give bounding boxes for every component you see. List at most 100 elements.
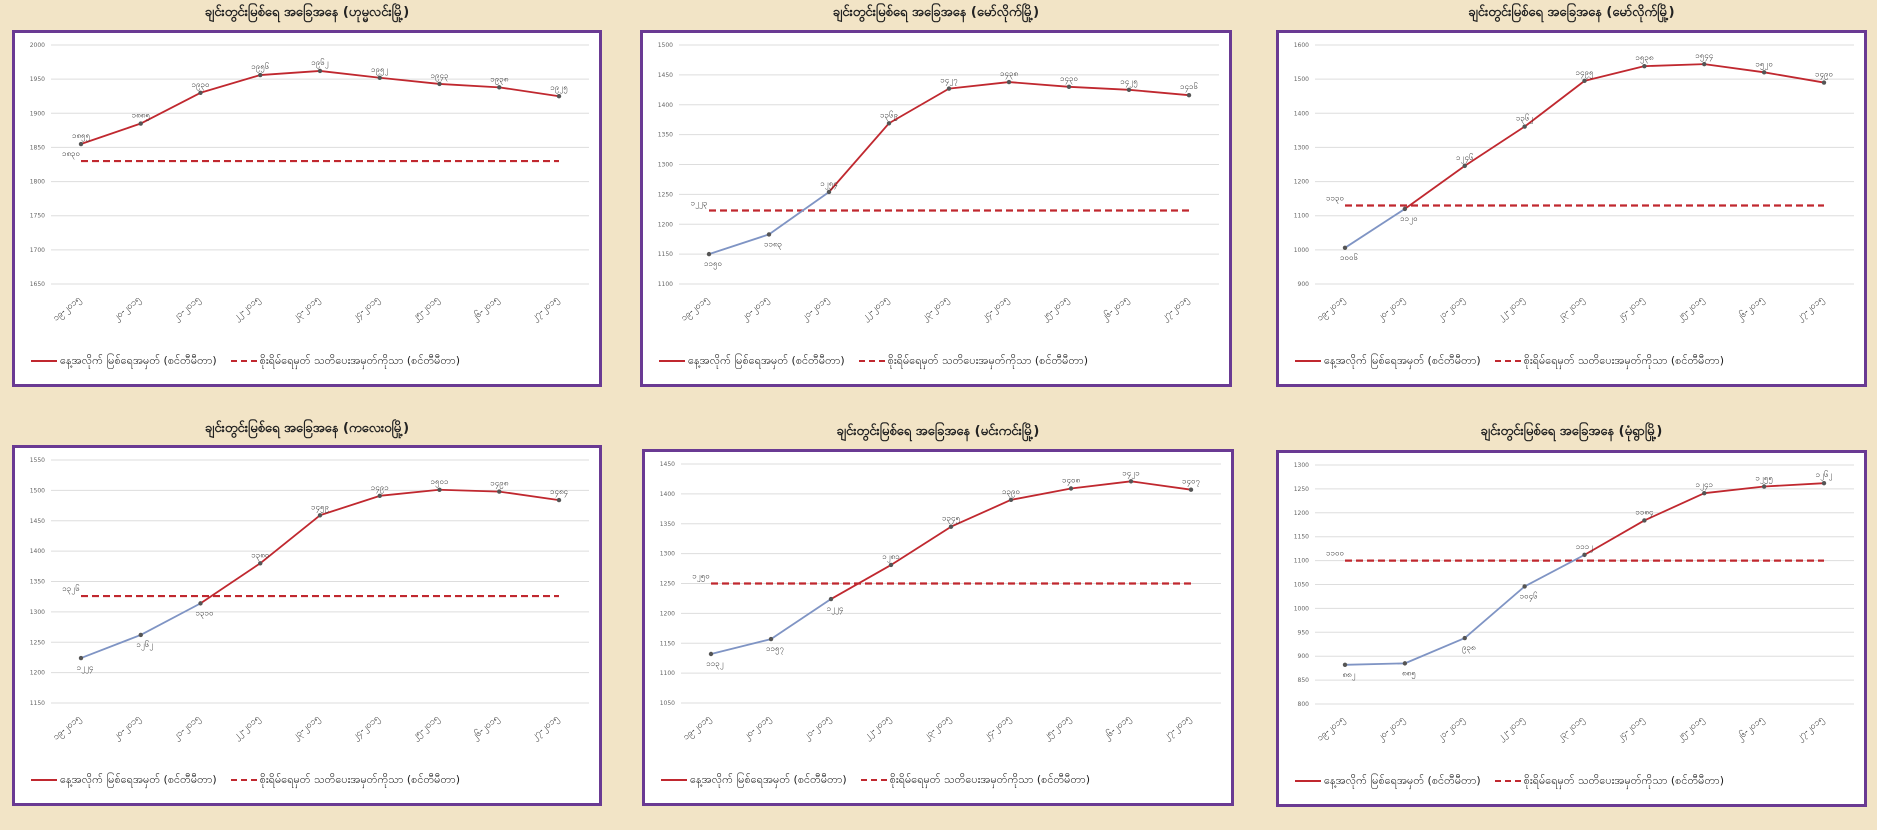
- x-tick-label: ၂၅-၂၀၁၅: [1675, 715, 1707, 744]
- series-line-segment: [439, 488, 500, 493]
- x-tick-label: ၂၃-၂၀၁၅: [291, 714, 323, 743]
- data-point: [1066, 84, 1072, 90]
- series-line-segment: [1764, 482, 1825, 488]
- x-tick-label: ၂၄-၂၀၁၅: [350, 295, 382, 324]
- data-point: [556, 94, 562, 99]
- x-tick-label: ၂၄-၂၀၁၅: [982, 714, 1014, 743]
- data-point: [1702, 61, 1707, 67]
- chart-panel: 1650 1700 1750 1800 1850 1900 1950 2000 ၁၉-၂၀၁၅ ၂…: [12, 30, 602, 387]
- x-tick-label: ၂၂-၂၀၁၅: [860, 295, 891, 324]
- y-tick-label: 1150: [658, 251, 673, 258]
- dashed-line-swatch: [1494, 780, 1521, 782]
- x-tick-label: ၁၉-၂၀၁၅: [51, 295, 83, 325]
- data-point: [1522, 584, 1527, 589]
- chart-panel: 800 850 900 950 1000 1050 1100 1150 1200 1250 1300…: [1276, 450, 1867, 807]
- y-tick-label: 1400: [1294, 110, 1309, 117]
- x-tick-label: ၂၂-၂၀၁၅: [862, 714, 893, 743]
- y-tick-label: 1400: [658, 102, 673, 109]
- data-point: [1402, 661, 1408, 666]
- x-tick-label: ၂၇-၂၀၁၅: [1795, 715, 1827, 744]
- solid-line-swatch: [1295, 360, 1321, 362]
- data-label: ၁၄၅၉: [311, 502, 329, 513]
- y-tick-label: 1750: [30, 213, 45, 220]
- legend-label-series: နေ့အလိုက် မြစ်ရေအမှတ် (စင်တီမီတာ): [690, 773, 847, 786]
- data-point: [317, 513, 323, 518]
- x-tick-label: ၂၃-၂၀၁၅: [922, 714, 954, 743]
- y-tick-label: 1400: [660, 491, 675, 498]
- legend-label-series: နေ့အလိုက် မြစ်ရေအမှတ် (စင်တီမီတာ): [60, 354, 217, 367]
- chart-panel: 900 1000 1100 1200 1300 1400 1500 1600 ၁၉-၂၀၁၅ ၂၀…: [1276, 30, 1867, 387]
- data-label: ၁၂၆၂: [136, 639, 153, 651]
- danger-level-label: ၁၂၅၀: [692, 572, 709, 583]
- series-line-segment: [1644, 63, 1705, 68]
- chart-title: ချင်းတွင်းမြစ်ရေ အခြေအနေ (မော်လိုက်မြို့…: [1468, 5, 1675, 20]
- series-line-segment: [199, 562, 261, 605]
- danger-level-label: ၁၁၃၀: [1326, 193, 1344, 204]
- data-point: [1188, 487, 1194, 492]
- series-line-segment: [439, 83, 500, 89]
- y-tick-label: 1350: [658, 132, 673, 139]
- data-label: ၁၁၈၄: [1635, 507, 1653, 518]
- legend-item-danger: စိုးရိမ်ရေမှတ် သတိပေးအမှတ်ကိုသာ (စင်တီမီ…: [858, 354, 1088, 370]
- x-tick-label: ၂၃-၂၀၁၅: [1555, 295, 1587, 324]
- danger-level-label: ၁၈၃၀: [62, 149, 80, 160]
- data-label: ၁၄၉၁: [371, 483, 389, 494]
- dashed-line-swatch: [860, 779, 887, 781]
- data-label: ၁၄၃၈: [1000, 69, 1018, 80]
- line-chart: 1100 1150 1200 1250 1300 1350 1400 1450 1500 ၁၉-၂…: [658, 42, 1219, 325]
- legend-item-series: နေ့အလိုက် မြစ်ရေအမှတ် (စင်တီမီတာ): [31, 354, 217, 370]
- x-tick-label: ၂၃-၂၀၁၅: [1555, 715, 1587, 744]
- y-tick-label: 1050: [660, 700, 675, 707]
- y-tick-label: 1350: [660, 521, 675, 528]
- solid-line-swatch: [661, 779, 687, 781]
- chart-panel: 1100 1150 1200 1250 1300 1350 1400 1450 1500 ၁၉-၂…: [640, 30, 1232, 387]
- data-label: ၁၃၆၉: [880, 109, 898, 121]
- data-point: [377, 493, 382, 499]
- series-line-segment: [1070, 480, 1132, 490]
- solid-line-swatch: [31, 360, 57, 362]
- series-line-segment: [1464, 125, 1526, 167]
- y-tick-label: 1400: [30, 548, 45, 555]
- y-tick-label: 1300: [658, 162, 673, 169]
- data-point: [1462, 163, 1467, 169]
- series-line-segment: [140, 602, 201, 636]
- data-label: ၁၉၂၅: [550, 83, 567, 94]
- x-tick-label: ၁၉-၂၀၁၅: [679, 295, 711, 325]
- x-tick-label: ၂၃-၂၀၁၅: [291, 295, 323, 324]
- y-tick-label: 1650: [30, 281, 45, 288]
- data-point: [708, 651, 714, 657]
- data-label: ၁၄၂၁: [1122, 468, 1139, 479]
- data-point: [766, 232, 772, 237]
- series-line-segment: [1704, 63, 1765, 74]
- y-tick-label: 1200: [1294, 179, 1309, 186]
- data-point: [1522, 124, 1527, 129]
- x-tick-label: ၁၉-၂၀၁၅: [51, 714, 83, 744]
- series-line-segment: [768, 191, 830, 236]
- y-tick-label: 1500: [30, 487, 45, 494]
- data-label: ၁၃၁၀: [196, 608, 214, 619]
- data-label: ၁၉၃၈: [490, 74, 508, 85]
- data-point: [1342, 245, 1348, 251]
- series-line-segment: [1464, 585, 1526, 639]
- x-tick-label: ၂၆-၂၀၁၅: [469, 294, 501, 324]
- data-label: ၁၃၄၅: [942, 514, 960, 525]
- series-line-segment: [1344, 662, 1405, 666]
- data-point: [946, 86, 952, 91]
- data-label: ၁၅၀၁: [431, 477, 449, 488]
- series-line-segment: [710, 638, 772, 655]
- solid-line-swatch: [1295, 780, 1321, 782]
- chart-legend: နေ့အလိုက် မြစ်ရေအမှတ် (စင်တီမီတာ) စိုးရိမ…: [659, 354, 1102, 370]
- series-line-segment: [1130, 480, 1192, 491]
- chart-legend: နေ့အလိုက် မြစ်ရေအမှတ် (စင်တီမီတာ) စိုးရိမ…: [1295, 354, 1738, 370]
- y-tick-label: 2000: [30, 42, 45, 49]
- data-point: [1642, 518, 1647, 523]
- series-line-segment: [1524, 80, 1586, 128]
- series-line-segment: [828, 122, 890, 193]
- chart-title: ချင်းတွင်းမြစ်ရေ အခြေအနေ (မုံရွာမြို့): [1480, 424, 1663, 439]
- x-tick-label: ၂၄-၂၀၁၅: [1615, 715, 1647, 744]
- data-point: [1006, 79, 1012, 85]
- data-point: [497, 85, 502, 90]
- y-tick-label: 1900: [30, 110, 45, 117]
- legend-label-danger: စိုးရိမ်ရေမှတ် သတိပေးအမှတ်ကိုသာ (စင်တီမီ…: [887, 354, 1088, 367]
- x-tick-label: ၂၂-၂၀၁၅: [231, 714, 262, 743]
